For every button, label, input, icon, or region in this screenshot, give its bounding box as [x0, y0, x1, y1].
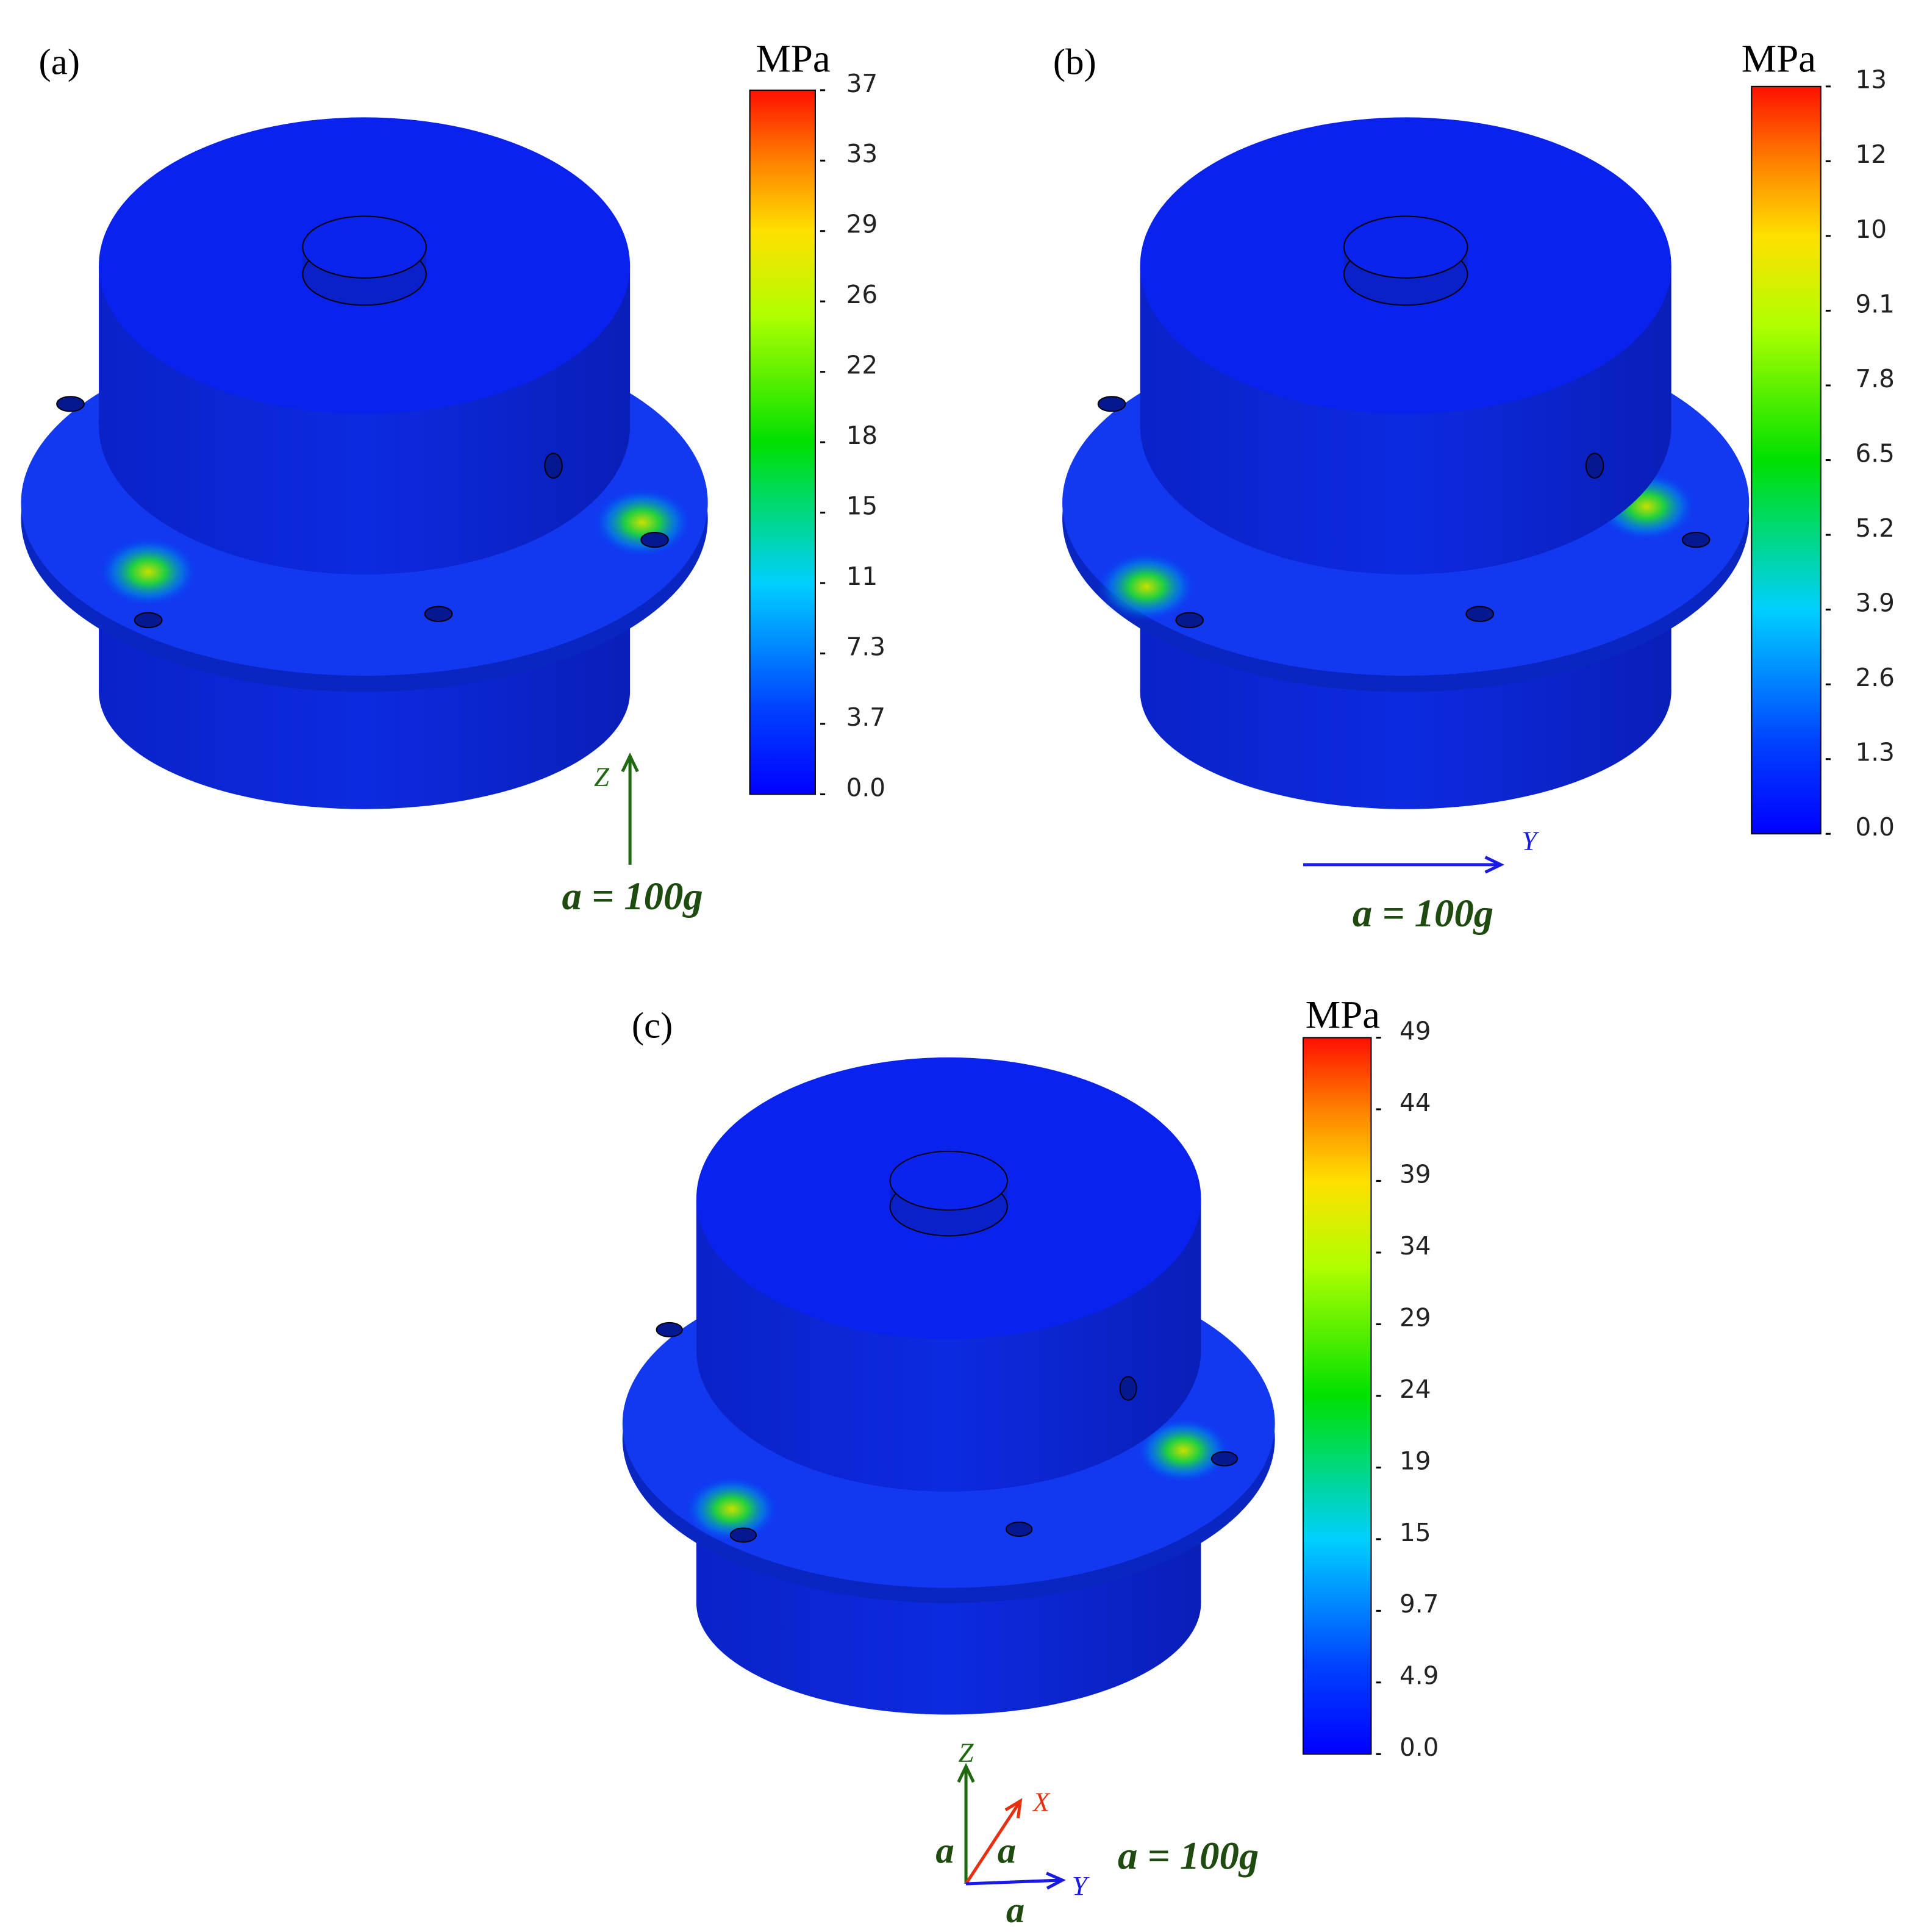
arrow-head [621, 752, 639, 773]
colorbar-tick-label: 3.9 [1855, 589, 1894, 618]
colorbar-tick-label: 11 [846, 562, 878, 591]
colorbar-unit: MPa [756, 37, 830, 80]
colorbar-unit: MPa [1306, 993, 1380, 1037]
colorbar-tick-label: 22 [846, 351, 878, 380]
axis-magnitude: a [998, 1831, 1016, 1872]
stress-hotspot [593, 488, 692, 557]
hole [1097, 396, 1126, 412]
panel-label: (a) [39, 42, 80, 83]
load-label: a = 100g [562, 875, 703, 918]
arrow-head [1004, 1798, 1023, 1819]
colorbar-tick-label: 3.7 [846, 703, 885, 732]
arrow-head [1046, 1872, 1066, 1890]
colorbar-tick-label: 2.6 [1855, 663, 1894, 692]
colorbar-tick-label: 9.7 [1400, 1589, 1439, 1619]
axis-magnitude: a [935, 1831, 954, 1872]
stress-hotspot [99, 537, 198, 607]
colorbar-tick-label: 13 [1855, 65, 1887, 95]
stress-hotspot [1136, 1417, 1231, 1484]
colorbar-tick-label: 7.3 [846, 632, 885, 661]
colorbar-tick-label: 12 [1855, 140, 1887, 169]
hole [729, 1527, 757, 1543]
hole [656, 1322, 683, 1337]
knob-top [1343, 215, 1468, 279]
colorbar-tick-label: 7.8 [1855, 364, 1894, 393]
colorbar-tick-label: 49 [1400, 1016, 1431, 1045]
colorbar-tick-label: 6.5 [1855, 438, 1894, 468]
colorbar-tick-label: 0.0 [1400, 1733, 1439, 1762]
hole [1175, 612, 1204, 629]
axis-label: Z [959, 1737, 974, 1767]
colorbar [749, 89, 816, 795]
hole [1006, 1521, 1033, 1537]
colorbar-tick-label: 39 [1400, 1159, 1431, 1189]
hole [1210, 1451, 1239, 1467]
axis-label: Y [1072, 1870, 1090, 1901]
colorbar [1303, 1037, 1372, 1755]
colorbar-tick-label: 29 [846, 210, 878, 239]
axis-magnitude: a [1006, 1890, 1024, 1931]
colorbar-tick-label: 19 [1400, 1446, 1431, 1475]
axis-arrow [964, 1800, 1022, 1885]
part-model [21, 117, 708, 809]
load-label: a = 100g [1353, 892, 1493, 936]
part-model [1062, 117, 1750, 809]
colorbar-tick-label: 24 [1400, 1375, 1431, 1404]
colorbar-tick-label: 10 [1855, 215, 1887, 244]
axis-arrow [965, 1878, 1063, 1886]
stress-hotspot [1096, 552, 1196, 621]
colorbar-tick-label: 15 [1400, 1518, 1431, 1547]
hole [424, 606, 453, 622]
colorbar-tick-label: 5.2 [1855, 513, 1894, 543]
colorbar-tick-label: 0.0 [1855, 812, 1894, 842]
panel-label: (c) [632, 1005, 673, 1046]
side-hole [1585, 453, 1604, 479]
hole [56, 396, 85, 412]
colorbar-tick-label: 4.9 [1400, 1661, 1439, 1690]
panel-label: (b) [1053, 42, 1096, 83]
colorbar [1751, 85, 1822, 835]
knob-top [302, 215, 427, 279]
load-label: a = 100g [1118, 1834, 1259, 1878]
colorbar-tick-label: 1.3 [1855, 738, 1894, 767]
axis-label: Y [1521, 826, 1539, 856]
hole [134, 612, 163, 629]
colorbar-tick-label: 44 [1400, 1088, 1431, 1117]
knob-top [889, 1150, 1008, 1211]
axis-label: X [1032, 1786, 1051, 1817]
colorbar-tick-label: 34 [1400, 1231, 1431, 1261]
arrow-head [957, 1762, 975, 1783]
colorbar-unit: MPa [1742, 37, 1816, 80]
axis-label: Z [594, 761, 610, 792]
hole [1681, 532, 1711, 548]
hole [640, 532, 669, 548]
hole [1465, 606, 1494, 622]
side-hole [544, 453, 563, 479]
side-hole [1119, 1376, 1137, 1401]
arrow-head [1484, 856, 1504, 874]
colorbar-tick-label: 26 [846, 280, 878, 309]
colorbar-tick-label: 9.1 [1855, 289, 1894, 318]
colorbar-tick-label: 33 [846, 139, 878, 168]
colorbar-tick-label: 18 [846, 421, 878, 450]
part-model [622, 1057, 1275, 1715]
colorbar-tick-label: 0.0 [846, 773, 885, 802]
stress-hotspot [684, 1476, 779, 1542]
colorbar-tick-label: 37 [846, 69, 878, 98]
colorbar-tick-label: 29 [1400, 1303, 1431, 1332]
colorbar-tick-label: 15 [846, 492, 878, 521]
